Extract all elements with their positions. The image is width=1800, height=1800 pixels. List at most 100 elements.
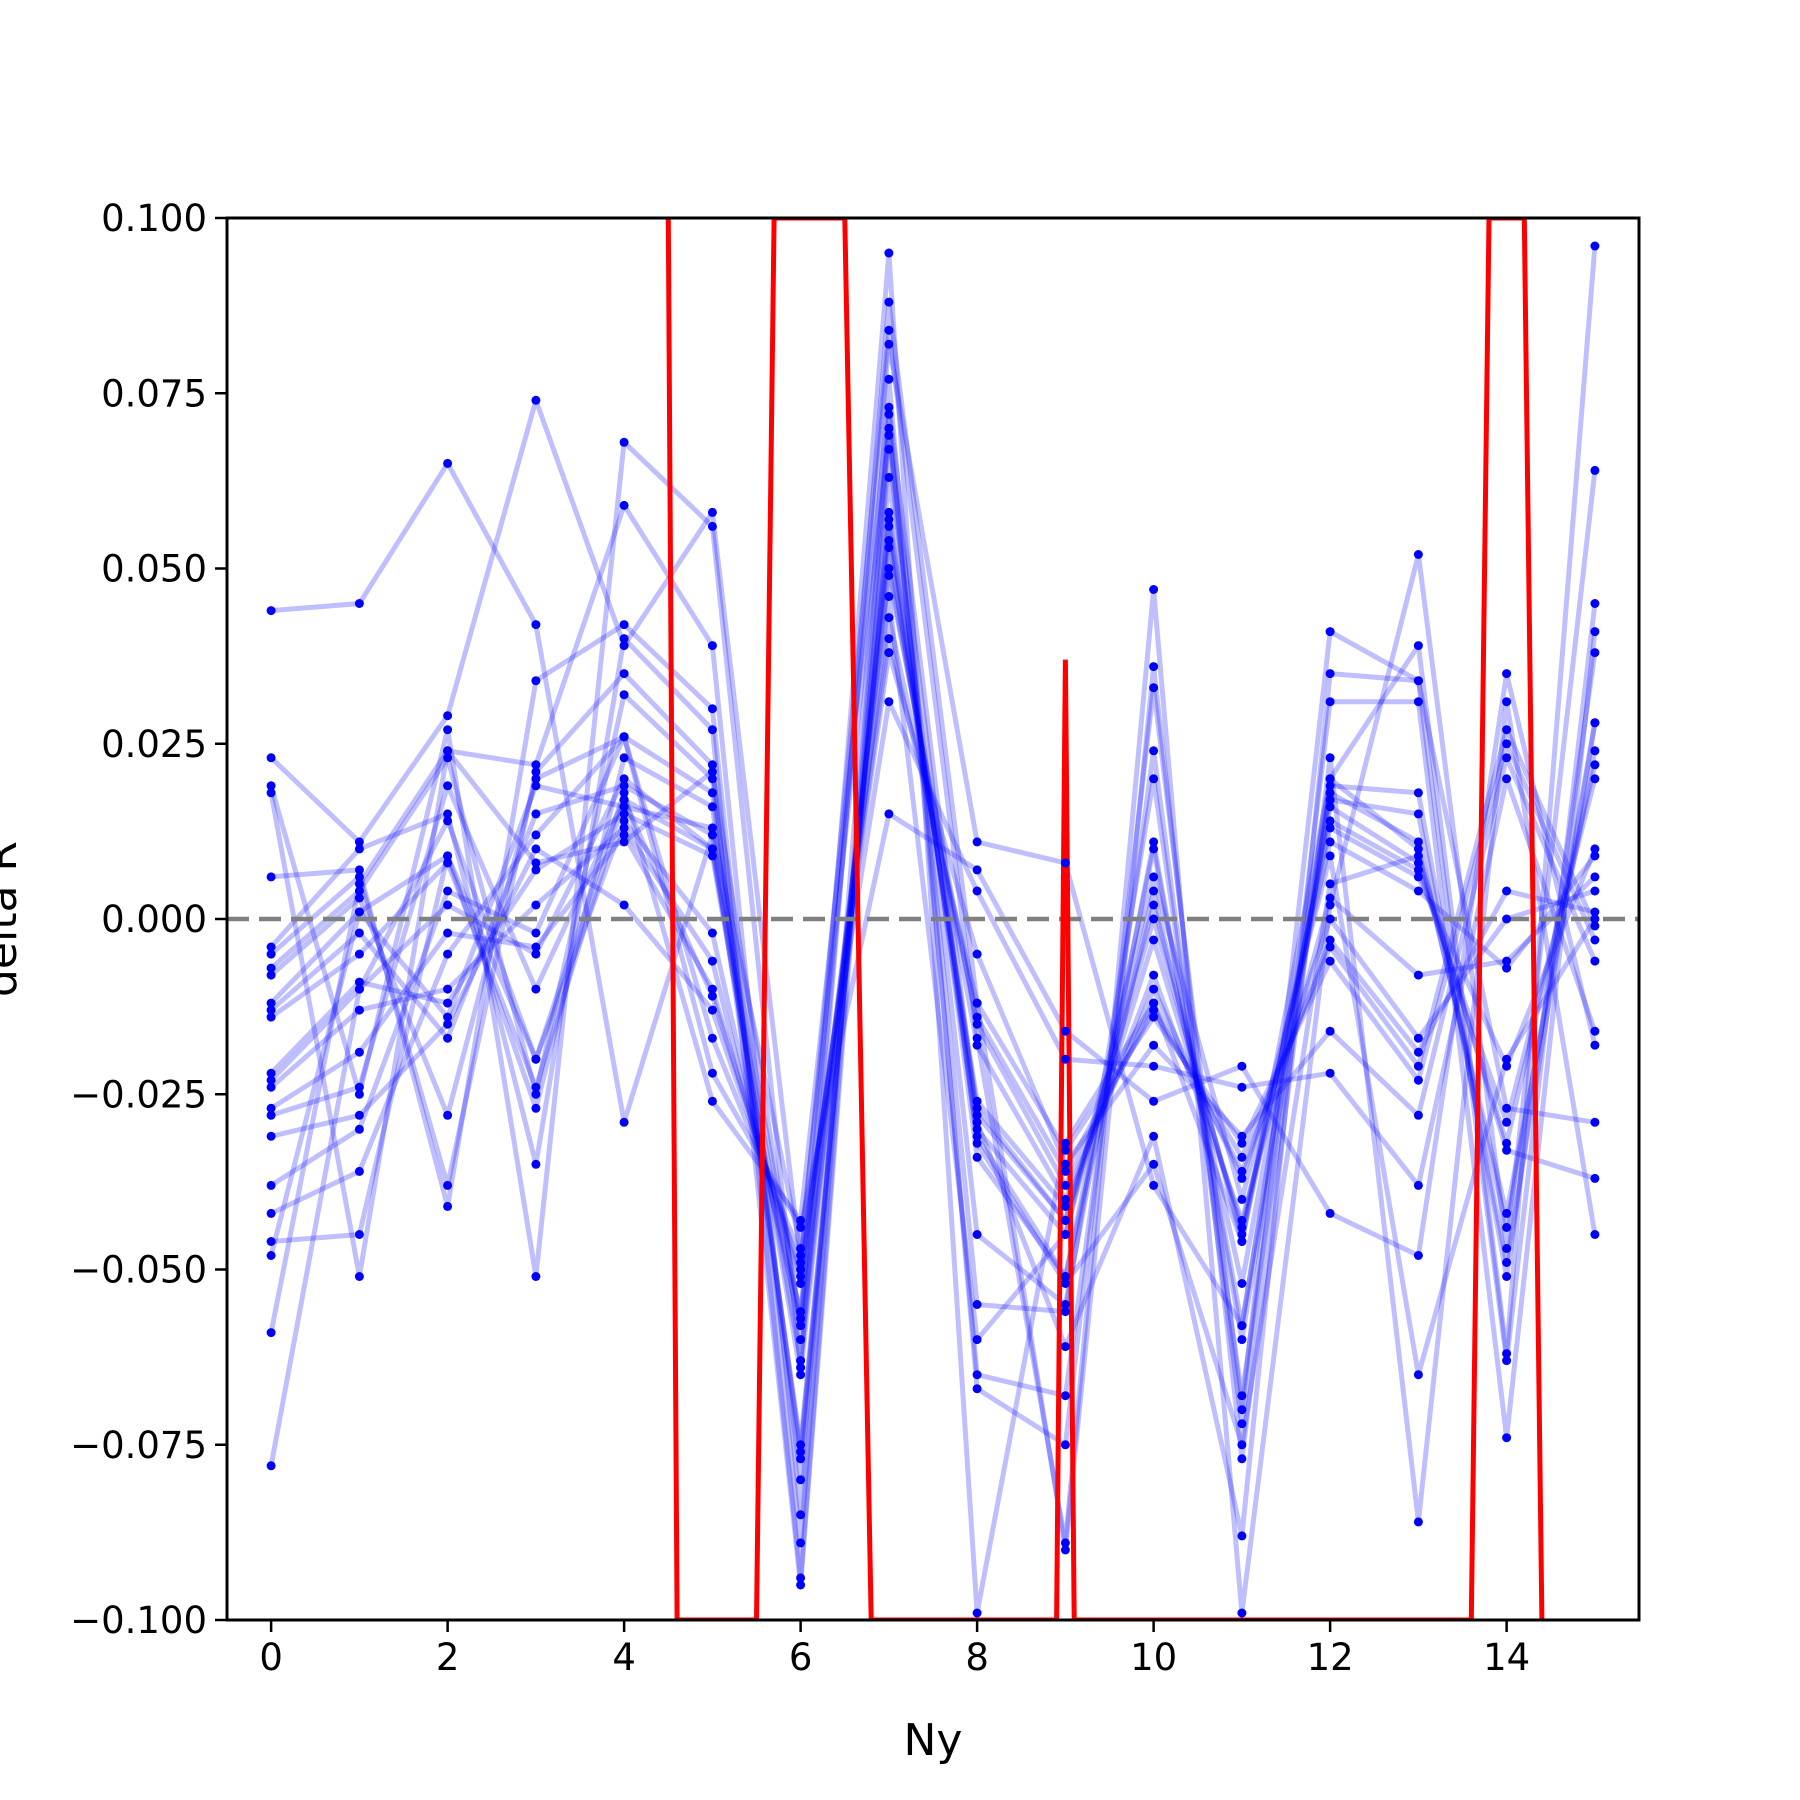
data-point [884,472,894,482]
data-point [1502,697,1512,707]
data-point [354,1124,364,1134]
data-point [1590,774,1600,784]
data-point [1413,641,1423,651]
data-point [1590,872,1600,882]
data-point [1325,753,1335,763]
data-point [1325,914,1335,924]
data-point [1502,886,1512,896]
data-point [972,1131,982,1141]
data-point [266,970,276,980]
data-point [1060,1440,1070,1450]
data-point [354,1110,364,1120]
data-point [619,690,629,700]
data-point [1149,837,1159,847]
data-point [1149,662,1159,672]
data-point [884,248,894,258]
data-point [1590,718,1600,728]
data-point [1237,1419,1247,1429]
data-point [1590,627,1600,637]
data-point [1413,1251,1423,1260]
data-point [1237,1531,1247,1541]
data-point [443,458,453,468]
data-point [1060,1545,1070,1555]
data-point [1325,823,1335,833]
data-point [1325,935,1335,945]
data-point [354,1089,364,1099]
trace-line-1 [270,245,1598,1616]
data-point [1149,886,1159,896]
data-point [1590,907,1600,917]
data-point [707,774,717,784]
data-point [531,984,541,994]
data-point [1325,802,1335,812]
data-point [1060,1230,1070,1239]
data-point [266,1180,276,1190]
data-point [1502,1349,1512,1359]
data-point [1060,1279,1070,1288]
data-point [354,1272,364,1281]
data-point [1502,1103,1512,1113]
data-point [354,599,364,608]
data-point [443,984,453,994]
data-point [619,500,629,510]
data-point [531,676,541,686]
data-point [796,1363,806,1373]
data-point [1325,627,1335,637]
data-point [266,963,276,973]
data-point [972,1124,982,1134]
data-point [1502,963,1512,973]
data-point [354,872,364,882]
data-point [266,998,276,1008]
data-point [1590,956,1600,966]
data-point [443,781,453,791]
data-point [266,1237,276,1246]
data-point [531,774,541,784]
data-point [531,1159,541,1169]
data-point [972,1012,982,1022]
data-point [1237,1215,1247,1225]
data-point [266,942,276,952]
data-point [1149,1131,1159,1141]
data-point [1325,879,1335,889]
data-point [1060,1054,1070,1064]
data-point [266,1012,276,1022]
data-point [796,1314,806,1324]
data-point [1325,900,1335,910]
trace-line-23 [268,341,1598,1334]
data-point [266,781,276,791]
data-point [1149,914,1159,924]
data-point [972,1033,982,1043]
data-point [619,732,629,742]
data-point [1060,1026,1070,1036]
data-point [1060,1138,1070,1148]
data-point [972,1384,982,1394]
x-tick-label: 6 [789,1636,813,1679]
data-point [1237,1194,1247,1204]
data-point [796,1279,806,1288]
data-point [354,977,364,987]
data-point [796,1454,806,1464]
data-point [1590,935,1600,945]
data-point [972,1335,982,1345]
data-point [443,1110,453,1120]
data-point [884,592,894,601]
data-point [619,816,629,826]
data-point [1502,1244,1512,1253]
data-point [884,507,894,517]
data-point [1237,1152,1247,1162]
data-point [1590,1026,1600,1036]
trace-line-14 [269,566,1596,1329]
data-point [884,444,894,454]
data-point [972,1138,982,1148]
data-point [1590,886,1600,896]
data-point [531,1103,541,1113]
data-point [1237,1440,1247,1450]
y-tick-label: 0.050 [101,548,207,591]
y-tick-label: −0.025 [70,1073,207,1116]
data-point [1237,1454,1247,1464]
data-point [1237,1082,1247,1092]
data-point [972,1110,982,1120]
data-point [972,886,982,896]
data-point [1060,1307,1070,1317]
data-point [1060,1166,1070,1176]
